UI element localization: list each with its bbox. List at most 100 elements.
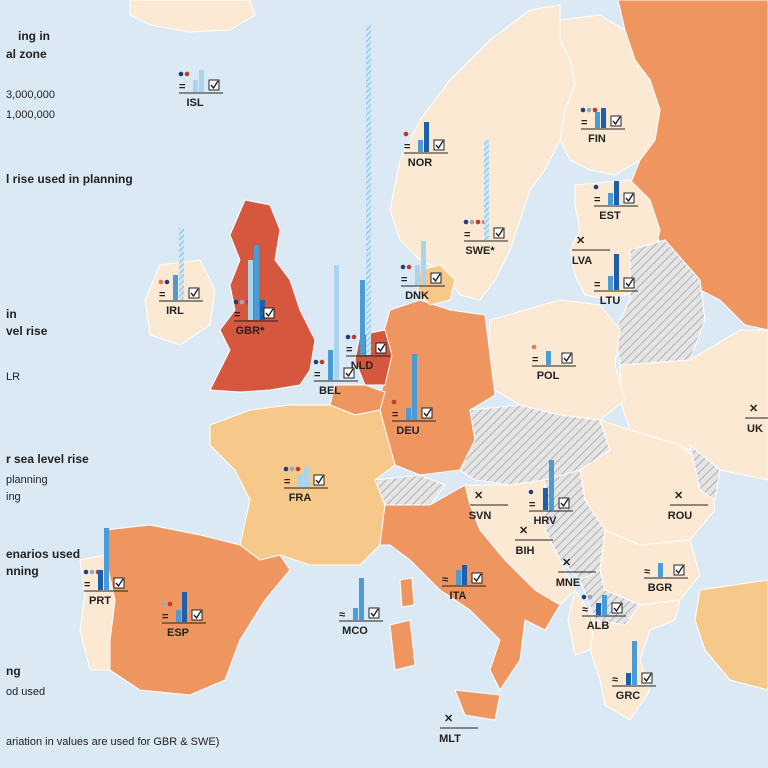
check-mark-icon (115, 578, 124, 588)
equals-icon: = (581, 117, 587, 129)
country-label-dnk: DNK (405, 290, 429, 302)
value-bar (608, 193, 613, 205)
checkbox-icon (368, 607, 380, 619)
region-denmark (417, 264, 456, 306)
scenario-dot (345, 334, 351, 340)
value-bar (182, 592, 187, 622)
legend-value-1: 3,000,000 (6, 89, 55, 101)
marker-lva: ✕ LVA (572, 235, 610, 267)
scenario-dot (313, 359, 319, 365)
country-markers: =ISL=NOR=FIN=EST✕LVA=LTU=SWE*=DNK=IRL =GB… (83, 25, 768, 745)
scenario-dot (587, 594, 593, 600)
checkbox-icon (208, 79, 220, 91)
region-sardinia (389, 619, 416, 671)
legend-heading-3b: vel rise (6, 324, 48, 338)
country-label-mne: MNE (556, 577, 580, 589)
check-mark-icon (563, 353, 572, 363)
checkbox-icon (610, 115, 622, 127)
not-assessed-icon: ✕ (519, 525, 528, 537)
country-label-ukr: UK (747, 423, 763, 435)
marker-nor: = NOR (403, 122, 448, 169)
not-assessed-icon: ✕ (576, 235, 585, 247)
value-bar (543, 488, 548, 510)
marker-mlt: ✕ MLT (439, 713, 478, 745)
country-label-bgr: BGR (648, 582, 673, 594)
value-bar (328, 350, 333, 380)
country-label-bel: BEL (319, 385, 341, 397)
country-label-hrv: HRV (533, 515, 557, 527)
scenario-dot (239, 299, 245, 305)
value-bar (304, 467, 309, 487)
country-label-grc: GRC (616, 690, 641, 702)
value-bar (334, 265, 339, 380)
check-mark-icon (473, 573, 482, 583)
check-mark-icon (495, 228, 504, 238)
marker-svn: ✕ SVN (469, 490, 508, 522)
value-bar (366, 25, 371, 355)
marker-ita: ≈ITA (442, 565, 486, 602)
checkbox-icon (561, 352, 573, 364)
legend-value-2: 1,000,000 (6, 109, 55, 121)
marker-mco: ≈ MCO (339, 578, 383, 637)
value-bar (608, 276, 613, 290)
not-assessed-icon: ✕ (474, 490, 483, 502)
country-label-est: EST (599, 210, 621, 222)
scenario-dot (400, 264, 406, 270)
scenario-dot (167, 601, 173, 607)
checkbox-icon (433, 139, 445, 151)
value-bar (193, 80, 198, 92)
check-mark-icon (265, 308, 274, 318)
marker-fra: = FRA (283, 466, 328, 504)
check-mark-icon (377, 343, 386, 353)
region-corsica (399, 577, 415, 608)
value-bar (415, 265, 420, 285)
country-label-nor: NOR (408, 157, 433, 169)
country-label-mlt: MLT (439, 733, 461, 745)
legend-line1: ing in (18, 29, 50, 43)
check-mark-icon (432, 273, 441, 283)
region-sicily (454, 689, 501, 721)
equals-icon: = (532, 354, 538, 366)
equals-icon: = (314, 369, 320, 381)
legend-lr: LR (6, 371, 20, 383)
scenario-dot (184, 71, 190, 77)
wave-icon: ≈ (644, 566, 650, 578)
checkbox-icon (113, 577, 125, 589)
marker-ltu: =LTU (594, 254, 638, 307)
value-bar (601, 108, 606, 128)
value-bar (104, 528, 109, 590)
not-assessed-icon: ✕ (749, 403, 758, 415)
value-bar (424, 122, 429, 152)
country-label-bih: BIH (516, 545, 535, 557)
checkbox-icon (430, 272, 442, 284)
value-bar (596, 603, 601, 615)
checkbox-icon (623, 277, 635, 289)
check-mark-icon (190, 288, 199, 298)
value-bar (462, 565, 467, 585)
check-mark-icon (613, 603, 622, 613)
equals-icon: = (179, 81, 185, 93)
marker-ukr: ✕ UK (745, 403, 768, 435)
value-bar (179, 228, 184, 300)
marker-alb: ≈ ALB (581, 594, 626, 632)
scenario-dot (406, 264, 412, 270)
checkbox-icon (558, 497, 570, 509)
value-bar (614, 181, 619, 205)
value-bar (298, 475, 303, 487)
legend-heading-6a: ng (6, 664, 21, 678)
country-label-lva: LVA (572, 255, 592, 267)
marker-dnk: = DNK (400, 241, 445, 302)
checkbox-icon (343, 367, 355, 379)
scenario-dot (178, 71, 184, 77)
marker-deu: = DEU (391, 354, 436, 437)
scenario-dot (89, 569, 95, 575)
country-label-ita: ITA (450, 590, 467, 602)
value-bar (359, 578, 364, 620)
country-label-nld: NLD (351, 360, 374, 372)
scenario-dot (83, 569, 89, 575)
marker-irl: =IRL (158, 228, 203, 317)
legend-planning: planning (6, 474, 48, 486)
value-bar (173, 275, 178, 300)
checkbox-icon (263, 307, 275, 319)
